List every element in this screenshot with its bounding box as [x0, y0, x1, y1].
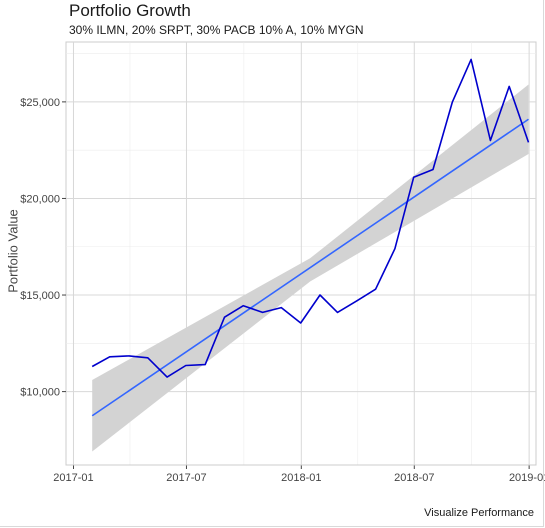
chart-subtitle: 30% ILMN, 20% SRPT, 30% PACB 10% A, 10% …	[69, 23, 364, 37]
x-tick-label: 2017-01	[53, 472, 93, 484]
chart-caption: Visualize Performance	[424, 507, 534, 519]
x-tick-label: 2017-07	[166, 472, 206, 484]
y-tick-label: $10,000	[20, 387, 60, 399]
x-tick-label: 2019-01	[509, 472, 545, 484]
portfolio-value-line	[91, 58, 530, 378]
y-tick-label: $20,000	[20, 193, 60, 205]
x-tick-label: 2018-01	[281, 472, 321, 484]
y-tick-label: $25,000	[20, 97, 60, 109]
trend-line	[91, 118, 529, 417]
chart-title: Portfolio Growth	[69, 1, 191, 20]
y-tick-label: $15,000	[20, 290, 60, 302]
x-tick-label: 2018-07	[394, 472, 434, 484]
